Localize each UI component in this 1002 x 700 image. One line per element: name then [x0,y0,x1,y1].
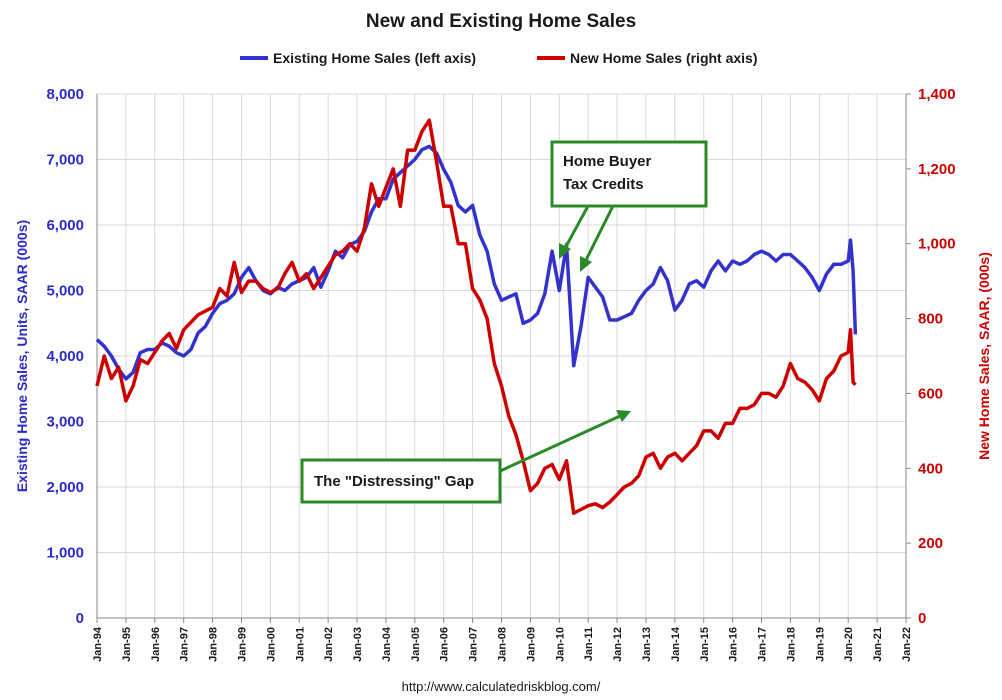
right-tick-label: 1,200 [918,161,956,178]
left-tick-label: 5,000 [46,283,84,300]
x-tick-label: Jan-99 [236,627,248,662]
x-tick-label: Jan-06 [439,627,451,662]
x-tick-label: Jan-03 [352,627,364,662]
tax-credit-arrow-2 [582,205,615,265]
left-axis-ticks: 0 1,000 2,000 3,000 4,000 5,000 6,000 7,000 8,00… [46,86,84,627]
annotation-tax-credits: Home Buyer Tax Credits [550,140,708,272]
right-axis-title: New Home Sales, SAAR, (000s) [976,252,992,460]
x-tick-label: Jan-08 [497,627,509,662]
chart-title: New and Existing Home Sales [366,11,636,32]
left-tick-label: 7,000 [46,152,84,169]
axes [96,93,911,623]
x-tick-label: Jan-02 [323,627,335,662]
right-tick-label: 200 [918,535,943,552]
x-tick-label: Jan-00 [265,627,277,662]
x-tick-label: Jan-96 [150,627,162,662]
x-tick-label: Jan-14 [670,626,682,662]
left-tick-label: 0 [76,610,84,627]
x-tick-label: Jan-13 [641,627,653,662]
tax-credit-arrowhead-2 [580,256,592,272]
right-tick-label: 800 [918,311,943,328]
left-tick-label: 3,000 [46,414,84,431]
x-tick-label: Jan-97 [179,627,191,662]
legend-existing-label: Existing Home Sales (left axis) [273,50,476,66]
annotation-tax-credits-line1: Home Buyer [563,153,652,170]
x-tick-label: Jan-22 [901,627,913,662]
x-tick-label: Jan-04 [381,626,393,662]
x-tick-label: Jan-98 [208,627,220,662]
left-tick-label: 2,000 [46,479,84,496]
legend-new-label: New Home Sales (right axis) [570,50,758,66]
x-tick-label: Jan-19 [814,627,826,662]
x-tick-label: Jan-01 [294,627,306,662]
annotation-tax-credits-line2: Tax Credits [563,176,644,193]
legend: Existing Home Sales (left axis) New Home… [240,50,758,66]
right-tick-label: 1,000 [918,236,956,253]
new-home-sales-line [95,118,857,515]
left-axis-title: Existing Home Sales, Units, SAAR (000s) [14,220,30,492]
x-axis-ticks: Jan-94 Jan-95 Jan-96 Jan-97 Jan-98 Jan-99 Jan-… [92,626,913,662]
left-tick-label: 8,000 [46,86,84,103]
x-tick-label: Jan-15 [699,627,711,662]
source-url: http://www.calculatedriskblog.com/ [402,679,601,694]
annotation-tax-credits-box [550,140,708,208]
x-tick-label: Jan-09 [525,627,537,662]
right-tick-label: 600 [918,385,943,402]
x-tick-label: Jan-10 [554,627,566,662]
x-tick-label: Jan-21 [872,627,884,662]
left-tick-label: 1,000 [46,545,84,562]
gap-arrowhead [616,410,631,422]
x-tick-label: Jan-94 [92,626,104,662]
x-tick-label: Jan-20 [843,627,855,662]
annotation-distressing-gap: The "Distressing" Gap [300,410,631,504]
gap-arrow [497,414,621,474]
gridlines [96,93,907,619]
x-tick-label: Jan-07 [468,627,480,662]
annotation-gap-text: The "Distressing" Gap [314,473,474,490]
x-tick-label: Jan-17 [757,627,769,662]
right-tick-label: 1,400 [918,86,956,103]
tax-credit-arrowhead-1 [559,243,571,259]
x-tick-label: Jan-05 [410,627,422,662]
annotation-gap-box [300,458,502,504]
x-tick-label: Jan-11 [583,627,595,661]
x-tick-label: Jan-18 [785,627,797,662]
right-axis-ticks: 0 200 400 600 800 1,000 1,200 1,400 [918,86,956,627]
x-tick-label: Jan-16 [728,627,740,662]
right-tick-label: 400 [918,460,943,477]
left-tick-label: 6,000 [46,217,84,234]
series-lines [95,118,858,515]
x-tick-label: Jan-12 [612,627,624,662]
x-tick-label: Jan-95 [121,627,133,662]
tax-credit-arrow-1 [561,205,590,253]
existing-home-sales-line [95,144,858,381]
right-tick-label: 0 [918,610,926,627]
left-tick-label: 4,000 [46,348,84,365]
